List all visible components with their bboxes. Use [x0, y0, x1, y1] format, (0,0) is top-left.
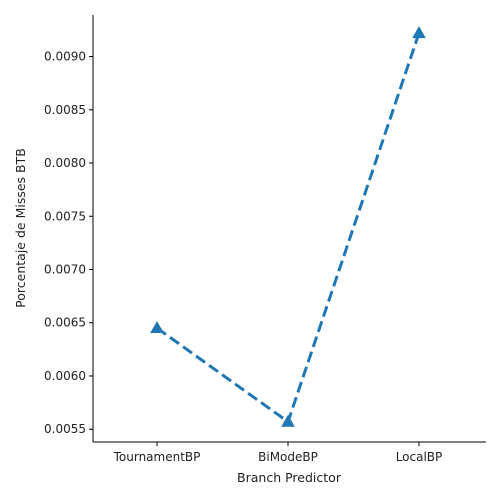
- y-tick-label: 0.0060: [44, 369, 86, 383]
- plot-area: 0.0055 0.0060 0.0065 0.0070 0.0075 0.0080 0.00…: [44, 15, 486, 464]
- x-tick-label: TournamentBP: [113, 450, 201, 464]
- x-tick-label: BiModeBP: [258, 450, 318, 464]
- x-tick-label: LocalBP: [396, 450, 443, 464]
- data-point-marker: [412, 26, 426, 39]
- y-ticks: 0.0055 0.0060 0.0065 0.0070 0.0075 0.0080 0.00…: [44, 50, 93, 436]
- data-point-marker: [150, 321, 164, 334]
- y-tick-label: 0.0070: [44, 262, 86, 276]
- y-tick-label: 0.0055: [44, 422, 86, 436]
- series: [150, 26, 426, 427]
- y-tick-label: 0.0080: [44, 156, 86, 170]
- x-ticks: TournamentBP BiModeBP LocalBP: [113, 442, 443, 464]
- y-tick-label: 0.0090: [44, 50, 86, 64]
- y-tick-label: 0.0085: [44, 103, 86, 117]
- x-axis-label: Branch Predictor: [237, 470, 342, 485]
- y-axis-label: Porcentaje de Misses BTB: [13, 148, 28, 308]
- y-tick-label: 0.0065: [44, 316, 86, 330]
- y-tick-label: 0.0075: [44, 209, 86, 223]
- data-point-marker: [281, 414, 295, 427]
- series-line: [156, 32, 421, 424]
